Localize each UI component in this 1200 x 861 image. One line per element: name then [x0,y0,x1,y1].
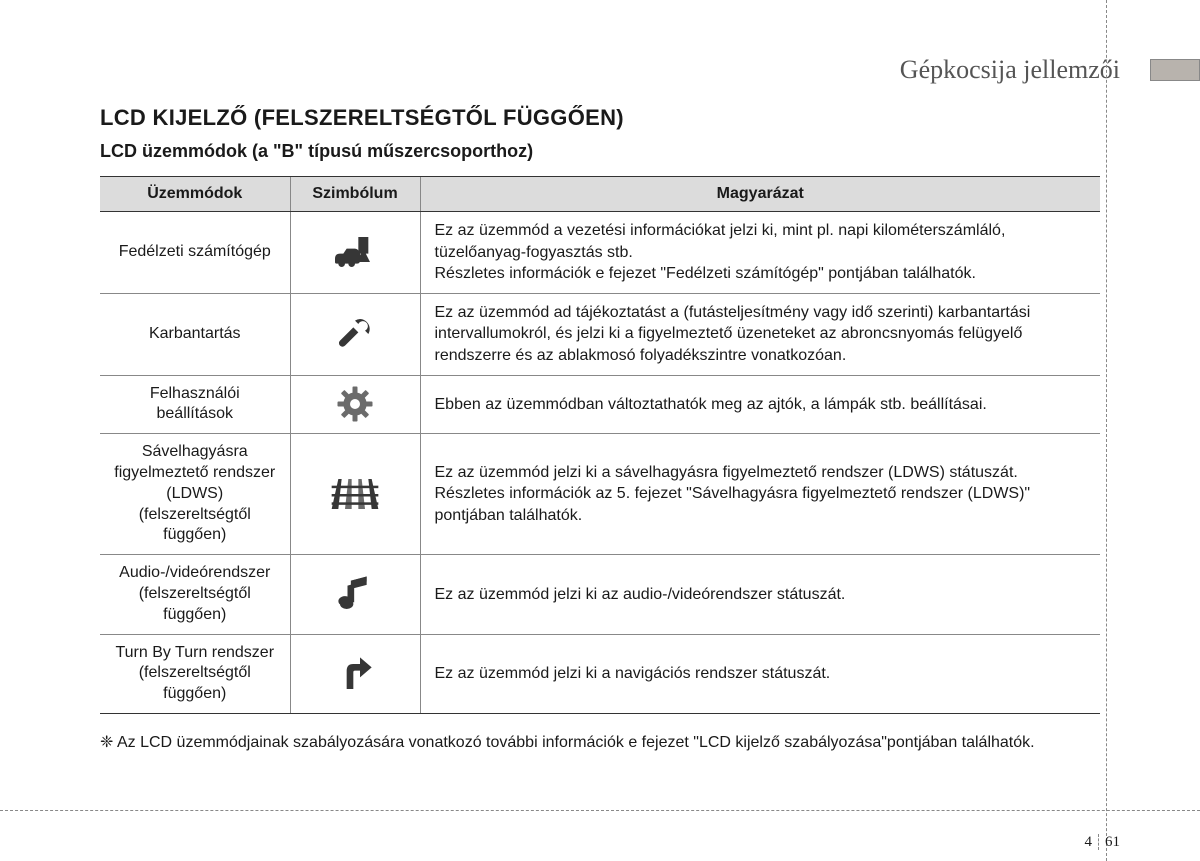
chapter-header: Gépkocsija jellemzői [0,50,1200,90]
wrench-icon [290,293,420,375]
table-row: Karbantartás Ez az üzemmód ad tájékoztat… [100,293,1100,375]
table-row: Sávelhagyásra figyelmeztető rendszer (LD… [100,434,1100,555]
header-tab-marker [1150,59,1200,81]
table-row: Fedélzeti számítógép Ez az üzemmód a vez… [100,212,1100,294]
col-header-symbol: Szimbólum [290,177,420,212]
mode-desc: Ez az üzemmód jelzi ki az audio-/videóre… [420,555,1100,634]
mode-desc: Ez az üzemmód ad tájékoztatást a (futást… [420,293,1100,375]
turn-arrow-icon [290,634,420,713]
mode-name: Sávelhagyásra figyelmeztető rendszer (LD… [100,434,290,555]
table-row: Audio-/videórendszer (felszereltségtől f… [100,555,1100,634]
chapter-title: Gépkocsija jellemzői [900,55,1150,85]
mode-desc: Ebben az üzemmódban változtathatók meg a… [420,375,1100,434]
right-margin-line [1106,0,1107,861]
page-number: 4 61 [1085,834,1121,851]
mode-name: Fedélzeti számítógép [100,212,290,294]
col-header-modes: Üzemmódok [100,177,290,212]
page-content: LCD KIJELZŐ (FELSZERELTSÉGTŐL FÜGGŐEN) L… [100,105,1100,754]
col-header-desc: Magyarázat [420,177,1100,212]
sub-heading: LCD üzemmódok (a "B" típusú műszercsopor… [100,141,1100,162]
mode-desc: Ez az üzemmód jelzi ki a navigációs rend… [420,634,1100,713]
table-row: Turn By Turn rendszer (felszereltségtől … [100,634,1100,713]
mode-name: Felhasználóibeállítások [100,375,290,434]
mode-desc: Ez az üzemmód jelzi ki a sávelhagyásra f… [420,434,1100,555]
footer-divider [0,810,1200,811]
music-note-icon [290,555,420,634]
main-heading: LCD KIJELZŐ (FELSZERELTSÉGTŐL FÜGGŐEN) [100,105,1100,131]
table-header-row: Üzemmódok Szimbólum Magyarázat [100,177,1100,212]
page-index: 61 [1105,834,1120,850]
lcd-modes-table: Üzemmódok Szimbólum Magyarázat Fedélzeti… [100,176,1100,714]
road-icon [290,434,420,555]
table-row: Felhasználóibeállítások [100,375,1100,434]
mode-name: Turn By Turn rendszer (felszereltségtől … [100,634,290,713]
footnote: ❈ Az LCD üzemmódjainak szabályozására vo… [100,732,1100,754]
gear-icon [290,375,420,434]
mode-name: Audio-/videórendszer (felszereltségtől f… [100,555,290,634]
chapter-number: 4 [1085,834,1100,850]
mode-name: Karbantartás [100,293,290,375]
mode-desc: Ez az üzemmód a vezetési információkat j… [420,212,1100,294]
car-fuel-icon [290,212,420,294]
